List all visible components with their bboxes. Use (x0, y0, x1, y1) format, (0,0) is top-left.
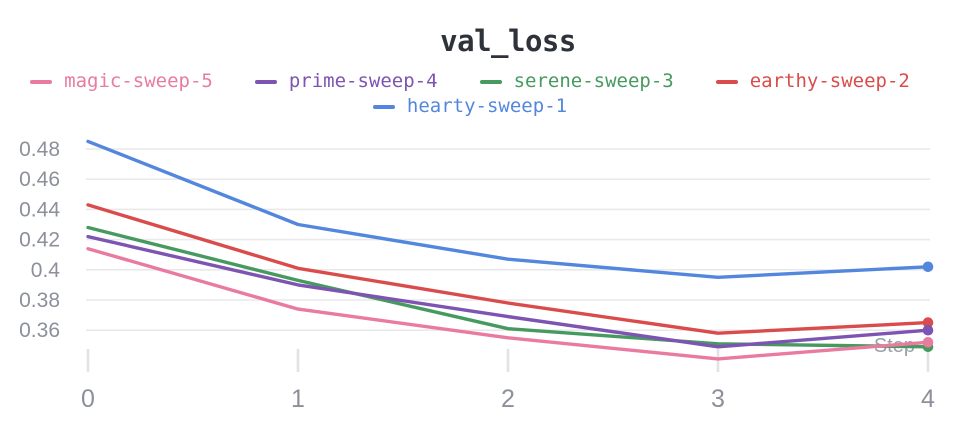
legend-item-earthy-sweep-2[interactable]: earthy-sweep-2 (715, 70, 910, 93)
y-tick-label: 0.46 (19, 168, 60, 191)
legend-item-prime-sweep-4[interactable]: prime-sweep-4 (254, 70, 438, 93)
legend-swatch-icon (30, 79, 53, 84)
series-end-point-earthy-sweep-2[interactable] (922, 317, 934, 328)
legend-swatch-icon (372, 104, 395, 109)
legend-item-magic-sweep-5[interactable]: magic-sweep-5 (30, 70, 213, 93)
x-axis-tick-marks (86, 349, 930, 372)
legend-swatch-icon (254, 79, 277, 84)
legend-label: magic-sweep-5 (64, 70, 213, 92)
y-axis-tick-labels: 0.48 0.46 0.44 0.42 0.4 0.38 0.36 (19, 138, 60, 342)
legend: magic-sweep-5 prime-sweep-4 serene-sweep-3… (0, 70, 940, 118)
series-end-point-hearty-sweep-1[interactable] (922, 261, 934, 273)
series-line-earthy-sweep-2[interactable] (86, 203, 930, 335)
x-tick-label: 2 (501, 385, 515, 413)
legend-label: serene-sweep-3 (513, 70, 674, 92)
series-line-prime-sweep-4[interactable] (86, 234, 930, 349)
y-tick-label: 0.36 (19, 319, 60, 342)
x-tick-label: 0 (81, 385, 95, 413)
x-tick-label: 4 (921, 385, 935, 413)
legend-item-hearty-sweep-1[interactable]: hearty-sweep-1 (372, 95, 568, 118)
series-line-hearty-sweep-1[interactable] (86, 139, 930, 279)
legend-item-serene-sweep-3[interactable]: serene-sweep-3 (479, 70, 674, 93)
chart-title: val_loss (440, 24, 576, 58)
series-line-magic-sweep-5[interactable] (86, 246, 930, 361)
y-tick-label: 0.48 (19, 138, 60, 161)
legend-label: earthy-sweep-2 (749, 70, 910, 92)
legend-swatch-icon (479, 79, 502, 84)
legend-label: hearty-sweep-1 (406, 95, 568, 117)
legend-label: prime-sweep-4 (288, 70, 438, 92)
y-tick-label: 0.38 (19, 289, 60, 312)
x-tick-label: 1 (291, 385, 305, 413)
x-axis-tick-labels: 0 1 2 3 4 (81, 385, 935, 413)
series-line-serene-sweep-3[interactable] (86, 225, 930, 349)
legend-swatch-icon (715, 79, 738, 84)
y-tick-label: 0.42 (19, 229, 60, 252)
series-lines (86, 139, 934, 361)
y-tick-label: 0.4 (31, 259, 61, 282)
series-end-point-magic-sweep-5[interactable] (922, 337, 934, 348)
series-end-point-prime-sweep-4[interactable] (922, 324, 934, 336)
x-tick-label: 3 (711, 385, 725, 413)
y-tick-label: 0.44 (19, 198, 60, 221)
